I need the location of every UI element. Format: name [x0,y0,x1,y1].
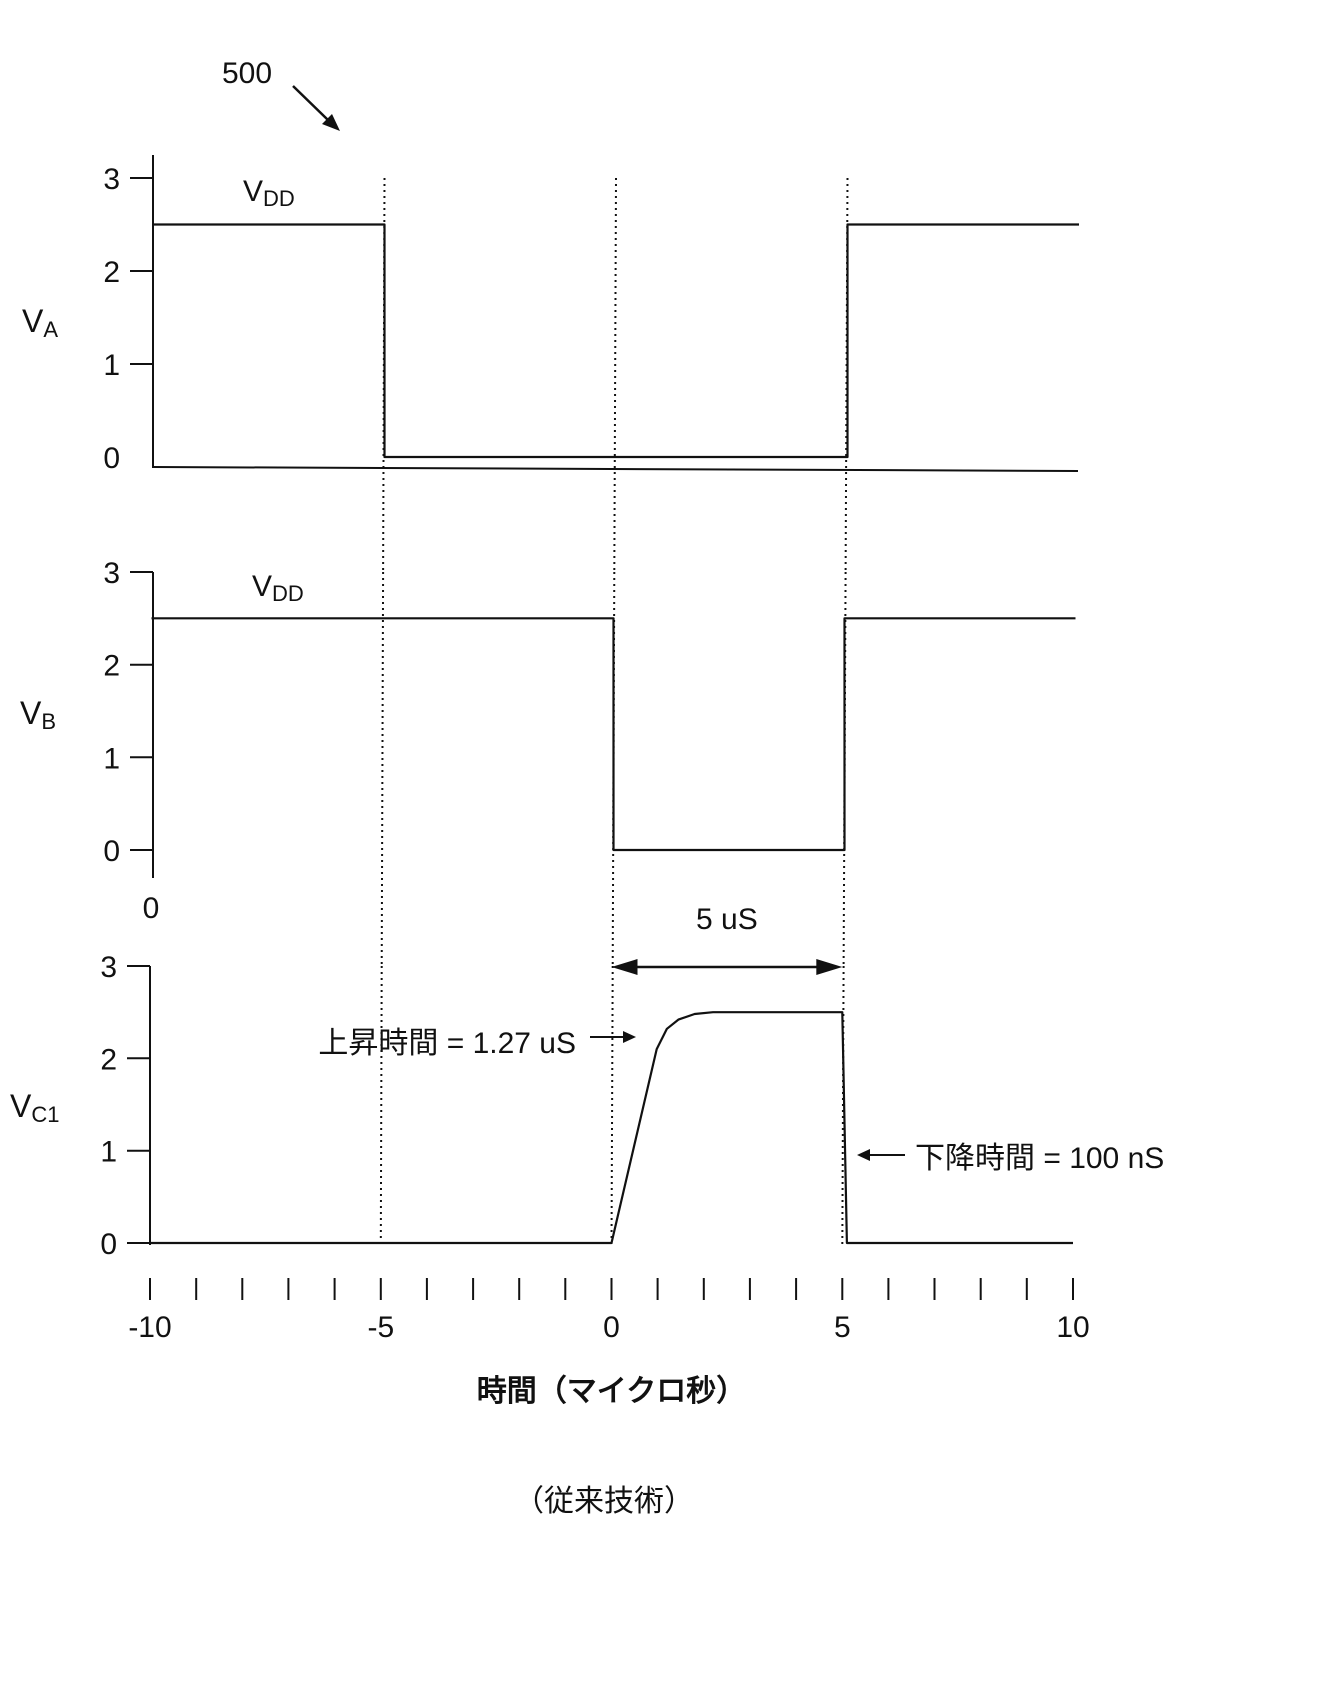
y-tick-label: 0 [100,1228,117,1261]
supply-level-label-main: V [243,175,263,208]
time-marker-line [613,177,617,573]
rise-time-arrow [590,1031,636,1043]
x-tick-label: 5 [834,1311,851,1344]
supply-level-label: VDD [243,175,295,211]
y-axis-label-main: V [20,695,42,731]
time-marker-line [841,965,845,1249]
x-axis-title: 時間（マイクロ秒） [477,1374,746,1409]
fall-time-arrow-head [857,1149,870,1161]
rise-time-label: 上昇時間 = 1.27 uS [318,1027,576,1060]
vc1-waveform [150,1011,1073,1245]
y-axis-label-subscript: B [41,709,56,734]
y-tick-label: 2 [100,1043,117,1076]
supply-level-label-subscript: DD [272,581,304,606]
time-marker-line [379,965,383,1249]
x-tick-label: -5 [367,1311,394,1344]
rise-time-arrow-head [623,1031,636,1043]
prior-art-caption: （従来技術） [514,1484,694,1519]
y-tick-label: 3 [103,163,120,196]
x-axis-line [152,466,1079,472]
y-axis-label: VB [20,695,56,734]
y-tick-label: 1 [103,349,120,382]
period-arrow-left-head [611,959,638,975]
reference-arrow-shaft [292,85,329,121]
x-tick-label: 0 [603,1311,620,1344]
y-axis-label: VC1 [10,1088,59,1127]
x-tick-label: -10 [128,1311,171,1344]
y-tick-label: 0 [103,835,120,868]
y-tick-label: 2 [103,256,120,289]
y-tick-label: 1 [103,742,120,775]
vb-waveform [151,617,1076,852]
reference-numeral: 500 [222,57,272,90]
supply-level-label: VDD [252,570,304,606]
y-tick-label: 3 [103,557,120,590]
supply-level-label-main: V [252,570,272,603]
y-axis-label: VA [22,303,58,342]
time-marker-line [380,571,385,967]
y-axis-label-subscript: C1 [31,1102,59,1127]
reference-arrow-head [322,114,340,131]
fall-time-arrow [857,1149,905,1161]
period-arrow-right-head [816,959,843,975]
y-axis-label-subscript: A [43,317,58,342]
period-label: 5 uS [696,903,758,936]
y-axis-foot-label: 0 [143,892,160,925]
fall-time-label: 下降時間 = 100 nS [915,1142,1164,1175]
y-tick-label: 2 [103,650,120,683]
x-tick-label: 10 [1056,1311,1089,1344]
y-tick-label: 1 [100,1136,117,1169]
period-double-arrow [611,959,843,975]
y-axis-label-main: V [22,303,44,339]
y-axis-label-main: V [10,1088,32,1124]
y-tick-label: 0 [103,442,120,475]
reference-arrow [292,85,340,131]
y-tick-label: 3 [100,951,117,984]
va-waveform [153,223,1079,459]
supply-level-label-subscript: DD [263,186,295,211]
time-marker-line [610,965,614,1249]
